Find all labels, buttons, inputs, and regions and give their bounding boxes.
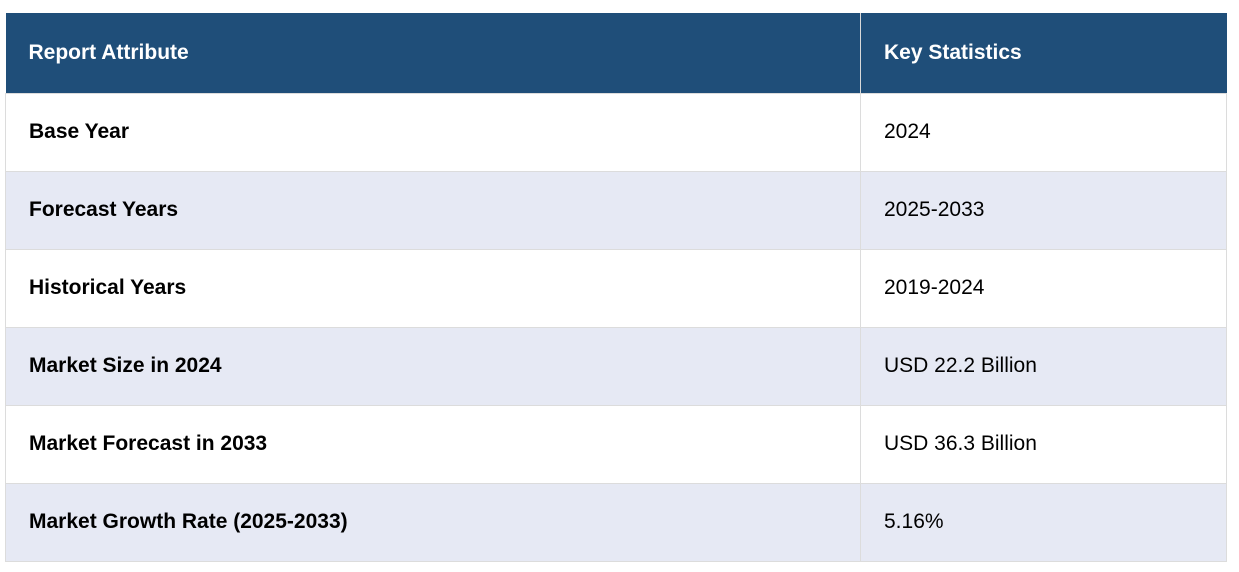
header-key-statistics: Key Statistics bbox=[860, 13, 1227, 93]
row-value: 5.16% bbox=[860, 482, 1227, 562]
row-attribute: Market Growth Rate (2025-2033) bbox=[5, 482, 861, 562]
row-attribute: Market Forecast in 2033 bbox=[5, 404, 861, 484]
table-row: Market Size in 2024 USD 22.2 Billion bbox=[5, 326, 1227, 406]
row-value: 2019-2024 bbox=[860, 248, 1227, 328]
header-row: Report Attribute Key Statistics bbox=[5, 13, 1227, 93]
row-value: USD 36.3 Billion bbox=[860, 404, 1227, 484]
row-attribute: Market Size in 2024 bbox=[5, 326, 861, 406]
row-value: 2024 bbox=[860, 92, 1227, 172]
table-row: Market Forecast in 2033 USD 36.3 Billion bbox=[5, 404, 1227, 484]
table-row: Historical Years 2019-2024 bbox=[5, 248, 1227, 328]
report-attributes-table: Report Attribute Key Statistics Base Yea… bbox=[5, 13, 1227, 562]
report-table-container: Report Attribute Key Statistics Base Yea… bbox=[5, 13, 1227, 562]
table-row: Forecast Years 2025-2033 bbox=[5, 170, 1227, 250]
header-report-attribute: Report Attribute bbox=[5, 13, 861, 93]
row-attribute: Historical Years bbox=[5, 248, 861, 328]
row-attribute: Base Year bbox=[5, 92, 861, 172]
row-value: USD 22.2 Billion bbox=[860, 326, 1227, 406]
table-row: Market Growth Rate (2025-2033) 5.16% bbox=[5, 482, 1227, 562]
table-row: Base Year 2024 bbox=[5, 92, 1227, 172]
row-attribute: Forecast Years bbox=[5, 170, 861, 250]
row-value: 2025-2033 bbox=[860, 170, 1227, 250]
table-header: Report Attribute Key Statistics bbox=[5, 13, 1227, 93]
table-body: Base Year 2024 Forecast Years 2025-2033 … bbox=[5, 92, 1227, 562]
